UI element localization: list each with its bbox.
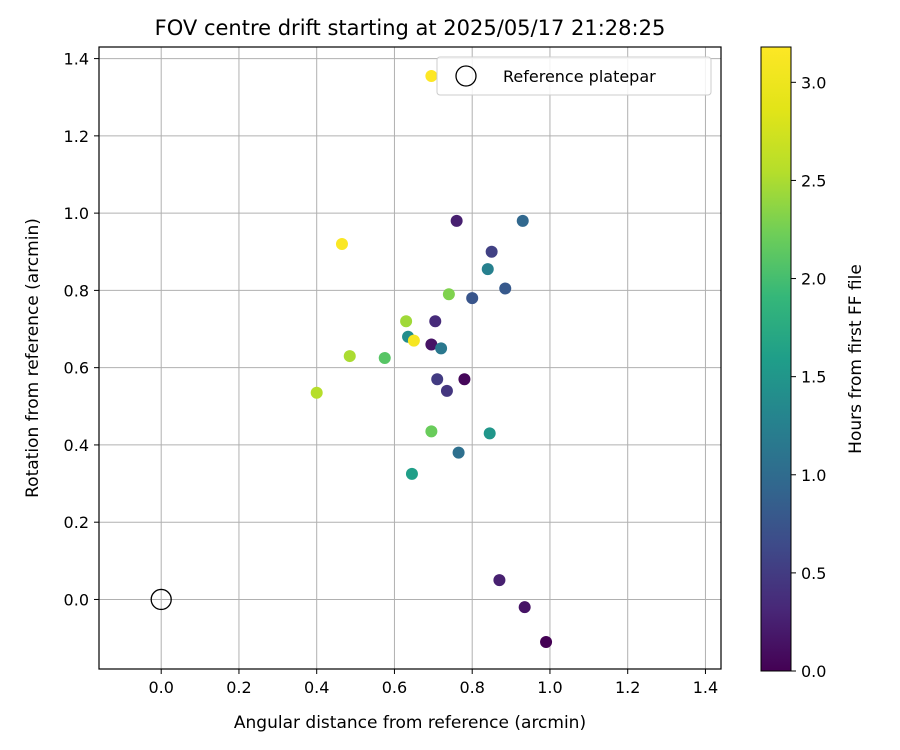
reference-marker — [150, 588, 172, 611]
colorbar: 0.0 0.5 1.0 1.5 2.0 2.5 3.0 Hours from first F… — [760, 46, 866, 681]
scatter-point — [483, 427, 496, 440]
scatter-point — [400, 315, 413, 328]
scatter-point — [431, 373, 444, 386]
scatter-point — [493, 574, 506, 587]
y-axis-ticks: 0.0 0.2 0.4 0.6 0.8 1.0 1.2 1.4 — [64, 50, 99, 609]
scatter-point — [450, 214, 463, 227]
legend-reference-label: Reference platepar — [503, 67, 656, 86]
y-tick-label: 1.4 — [64, 50, 89, 69]
y-axis-label: Rotation from reference (arcmin) — [23, 218, 43, 498]
scatter-point — [540, 635, 553, 648]
y-tick-label: 0.8 — [64, 281, 89, 300]
scatter-point — [429, 315, 442, 328]
x-tick-label: 0.0 — [148, 678, 173, 697]
y-tick-label: 1.2 — [64, 127, 89, 146]
scatter-point — [407, 334, 420, 347]
scatter-point — [516, 214, 529, 227]
x-tick-label: 1.0 — [537, 678, 562, 697]
scatter-point — [452, 446, 465, 459]
y-tick-label: 0.6 — [64, 359, 89, 378]
colorbar-tick-label: 2.0 — [801, 270, 826, 289]
scatter-point — [425, 338, 438, 351]
colorbar-label: Hours from first FF file — [846, 264, 866, 454]
data-points — [150, 69, 553, 648]
colorbar-tick-label: 3.0 — [801, 73, 826, 92]
legend: Reference platepar — [436, 56, 712, 96]
colorbar-tick-label: 1.5 — [801, 368, 826, 387]
scatter-point — [458, 373, 471, 386]
x-tick-label: 0.8 — [459, 678, 484, 697]
colorbar-ticks: 0.0 0.5 1.0 1.5 2.0 2.5 3.0 — [791, 73, 826, 681]
grid-lines — [99, 47, 721, 669]
scatter-point — [310, 386, 323, 399]
y-tick-label: 1.0 — [64, 204, 89, 223]
x-tick-label: 0.6 — [382, 678, 407, 697]
scatter-point — [378, 352, 391, 364]
y-tick-label: 0.4 — [64, 436, 89, 455]
scatter-point — [440, 384, 453, 397]
scatter-point — [425, 69, 438, 82]
colorbar-tick-label: 0.5 — [801, 564, 826, 583]
plot-frame — [98, 46, 722, 670]
x-tick-label: 0.2 — [226, 678, 251, 697]
scatter-point — [425, 425, 438, 438]
x-tick-label: 1.2 — [615, 678, 640, 697]
scatter-point — [335, 238, 348, 251]
x-tick-label: 0.4 — [304, 678, 329, 697]
colorbar-tick-label: 0.0 — [801, 662, 826, 681]
legend-box — [436, 56, 712, 96]
y-tick-label: 0.0 — [64, 590, 89, 609]
scatter-point — [499, 282, 512, 295]
scatter-point — [442, 288, 455, 301]
colorbar-tick-label: 1.0 — [801, 466, 826, 485]
y-tick-label: 0.2 — [64, 513, 89, 532]
colorbar-tick-label: 2.5 — [801, 171, 826, 190]
x-axis-label: Angular distance from reference (arcmin) — [234, 713, 586, 733]
scatter-point — [405, 467, 418, 480]
chart-title: FOV centre drift starting at 2025/05/17 … — [155, 16, 666, 40]
scatter-point — [343, 350, 356, 363]
x-axis-ticks: 0.0 0.2 0.4 0.6 0.8 1.0 1.2 1.4 — [148, 669, 718, 697]
scatter-point — [466, 292, 479, 305]
scatter-point — [485, 245, 498, 258]
x-tick-label: 1.4 — [693, 678, 718, 697]
scatter-point — [435, 342, 448, 355]
scatter-point — [481, 263, 494, 276]
scatter-point — [518, 601, 531, 614]
legend-reference-marker — [455, 65, 477, 87]
colorbar-gradient — [760, 46, 792, 672]
